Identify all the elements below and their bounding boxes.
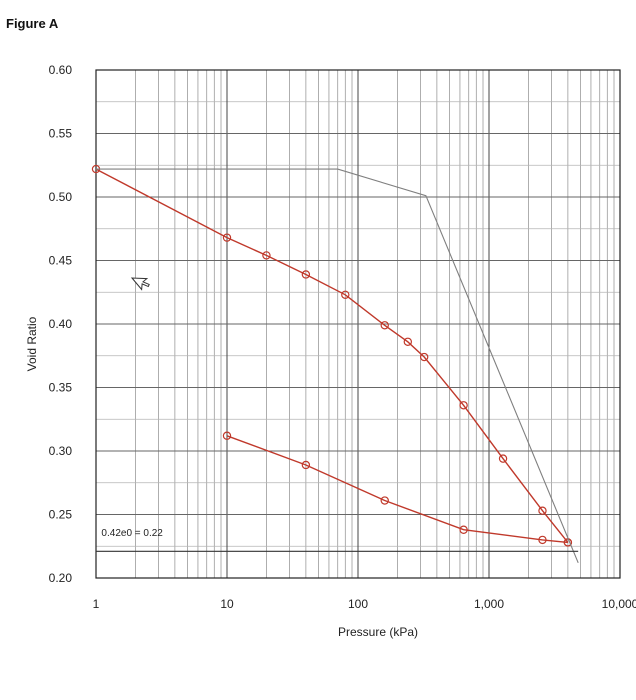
data-point-unloading (538, 535, 547, 545)
y-tick-label: 0.30 (49, 444, 73, 458)
series-layer (91, 164, 579, 564)
y-tick-label: 0.40 (49, 317, 73, 331)
data-point-loading (262, 251, 271, 260)
data-point-loading (403, 337, 413, 346)
x-axis-tick-labels: 1 10 100 1,000 10,000 (93, 597, 636, 611)
annotation-label: 0.42e0 = 0.22 (101, 528, 163, 539)
mouse-cursor-icon (130, 277, 150, 291)
y-tick-label: 0.55 (49, 127, 73, 141)
data-point-unloading (301, 460, 311, 470)
cursor-arrow (130, 277, 150, 291)
series-line-construction (96, 168, 579, 564)
data-point-loading (419, 352, 429, 362)
y-axis-tick-labels: 0.60 0.55 0.50 0.45 0.40 0.35 0.30 0.25 0.20 (49, 63, 73, 585)
data-point-unloading (459, 525, 468, 534)
y-axis-title: Void Ratio (25, 316, 39, 371)
x-tick-label: 100 (348, 597, 368, 611)
y-tick-label: 0.50 (49, 190, 73, 204)
y-tick-label: 0.20 (49, 571, 73, 585)
figure-title: Figure A (6, 16, 59, 31)
x-tick-label: 10 (220, 597, 234, 611)
data-point-loading (341, 290, 350, 299)
series-line-unloading (226, 435, 568, 544)
data-point-loading (459, 401, 468, 410)
data-point-unloading (222, 431, 232, 440)
plot-frame (95, 69, 621, 579)
data-point-loading (538, 506, 547, 515)
data-point-loading (380, 321, 389, 330)
data-point-unloading (380, 496, 389, 505)
x-tick-label: 1,000 (474, 597, 504, 611)
y-tick-label: 0.25 (49, 508, 73, 522)
annotations-layer: 0.42e0 = 0.22 (101, 528, 163, 539)
data-point-loading (498, 454, 508, 463)
x-axis-title: Pressure (kPa) (338, 625, 418, 639)
y-tick-label: 0.60 (49, 63, 73, 77)
y-tick-label: 0.45 (49, 254, 73, 268)
x-tick-label: 1 (93, 597, 100, 611)
y-tick-label: 0.35 (49, 381, 73, 395)
series-line-loading (95, 168, 569, 543)
data-point-loading (301, 270, 311, 279)
data-point-loading (222, 233, 232, 242)
x-tick-label: 10,000 (602, 597, 636, 611)
